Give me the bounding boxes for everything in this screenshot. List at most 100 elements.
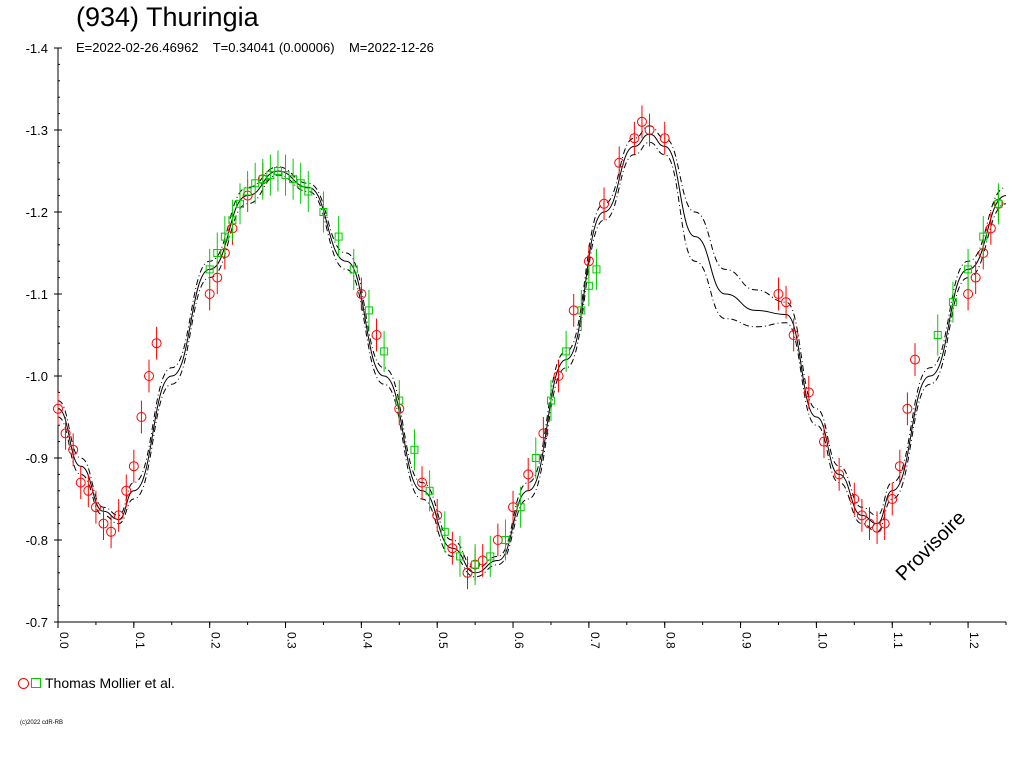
data-point-square bbox=[296, 179, 305, 188]
data-point-circle bbox=[636, 116, 647, 127]
data-point-circle bbox=[553, 371, 564, 381]
data-point-square bbox=[577, 306, 586, 315]
data-point-circle bbox=[834, 469, 845, 480]
data-point-circle bbox=[128, 461, 139, 472]
data-point-circle bbox=[887, 494, 898, 504]
chart-subtitle: E=2022-02-26.46962 T=0.34041 (0.00006) M… bbox=[76, 40, 434, 55]
data-point-circle bbox=[371, 330, 382, 340]
data-point-circle bbox=[106, 526, 117, 537]
data-point-circle bbox=[781, 297, 792, 308]
x-tick-label: 0.9 bbox=[740, 632, 754, 649]
x-tick-label: 1.2 bbox=[967, 632, 981, 649]
data-point-square bbox=[933, 331, 942, 339]
data-point-square bbox=[258, 175, 267, 184]
chart-title: (934) Thuringia bbox=[76, 2, 259, 32]
data-point-square bbox=[349, 265, 358, 274]
x-tick-label: 0.6 bbox=[512, 632, 526, 649]
data-point-circle bbox=[818, 436, 829, 447]
x-tick-label: 1.1 bbox=[891, 632, 905, 649]
data-point-square bbox=[516, 503, 525, 512]
y-tick-label: -0.8 bbox=[26, 533, 48, 548]
x-tick-label: 0.4 bbox=[360, 632, 374, 649]
data-point-square bbox=[486, 552, 495, 561]
data-point-circle bbox=[477, 555, 488, 566]
data-point-square bbox=[281, 171, 290, 180]
data-point-circle bbox=[432, 510, 443, 521]
data-point-circle bbox=[909, 354, 920, 365]
data-point-square bbox=[220, 232, 229, 241]
data-point-square bbox=[425, 486, 434, 495]
data-point-circle bbox=[614, 157, 625, 168]
data-point-circle bbox=[90, 502, 101, 513]
data-point-circle bbox=[902, 403, 913, 414]
data-point-square bbox=[364, 306, 373, 315]
data-point-square bbox=[319, 208, 328, 216]
data-point-circle bbox=[356, 289, 367, 299]
data-point-circle bbox=[462, 567, 473, 578]
data-point-square bbox=[994, 199, 1003, 208]
y-tick-label: -0.9 bbox=[26, 451, 48, 466]
data-point-square bbox=[228, 216, 237, 225]
y-tick-label: -1.2 bbox=[26, 205, 48, 220]
data-point-circle bbox=[68, 444, 79, 455]
x-tick-label: 0.5 bbox=[436, 632, 450, 649]
data-point-circle bbox=[447, 543, 458, 554]
fit-curve-upper bbox=[57, 125, 1007, 570]
legend-symbols bbox=[18, 677, 41, 689]
data-point-circle bbox=[53, 403, 63, 414]
data-point-circle bbox=[629, 133, 640, 144]
chart-axes: -1.4 -1.3 -1.2 -1.1 -1.0 -0.9 -0.8 -0.7 0.0 0.1 0.… bbox=[26, 41, 1007, 649]
fit-curves bbox=[57, 125, 1007, 578]
copyright-text: (c)2022 cdR-RB bbox=[20, 720, 64, 726]
data-point-square bbox=[205, 265, 214, 274]
data-point-circle bbox=[151, 338, 162, 349]
data-point-square bbox=[584, 281, 593, 290]
data-point-circle bbox=[872, 522, 883, 533]
y-tick-label: -0.7 bbox=[26, 615, 48, 630]
data-point-circle bbox=[599, 198, 610, 209]
data-point-circle bbox=[538, 428, 549, 439]
data-point-circle bbox=[136, 412, 147, 422]
y-tick-label: -1.4 bbox=[26, 41, 48, 56]
x-tick-label: 0.2 bbox=[209, 632, 223, 649]
data-point-circle bbox=[856, 510, 867, 521]
data-point-square bbox=[289, 175, 298, 184]
data-point-square bbox=[243, 187, 252, 196]
data-point-circle bbox=[98, 518, 109, 529]
data-point-square bbox=[273, 167, 282, 175]
fit-curve bbox=[57, 133, 1007, 574]
data-point-square bbox=[979, 232, 988, 241]
x-tick-label: 0.7 bbox=[588, 632, 602, 649]
data-point-circle bbox=[773, 289, 784, 299]
data-point-square bbox=[304, 187, 313, 196]
data-point-square bbox=[395, 396, 404, 405]
data-point-square bbox=[592, 265, 601, 274]
data-point-circle bbox=[113, 510, 124, 521]
data-point-circle bbox=[894, 461, 905, 472]
data-point-circle bbox=[144, 371, 155, 381]
data-point-circle bbox=[417, 477, 428, 488]
data-point-square bbox=[531, 454, 540, 462]
data-point-circle bbox=[803, 387, 814, 398]
data-point-circle bbox=[864, 518, 875, 529]
data-point-circle bbox=[985, 223, 996, 234]
legend-label: Thomas Mollier et al. bbox=[45, 675, 175, 691]
data-point-square bbox=[380, 347, 389, 356]
data-point-circle bbox=[75, 477, 86, 488]
x-tick-label: 0.8 bbox=[664, 632, 678, 649]
data-point-square bbox=[455, 552, 464, 561]
x-tick-label: 0.0 bbox=[57, 632, 71, 649]
data-point-square bbox=[501, 536, 510, 544]
data-point-square bbox=[213, 249, 222, 257]
x-tick-label: 1.0 bbox=[815, 632, 829, 649]
y-tick-label: -1.1 bbox=[26, 287, 48, 302]
data-point-circle bbox=[788, 330, 799, 340]
data-point-square bbox=[251, 179, 260, 188]
data-point-circle bbox=[644, 125, 655, 135]
y-tick-label: -1.0 bbox=[26, 369, 48, 384]
data-point-circle bbox=[60, 428, 71, 439]
x-tick-label: 0.3 bbox=[285, 632, 299, 649]
data-points bbox=[53, 105, 1004, 590]
legend-square-marker bbox=[31, 678, 41, 688]
